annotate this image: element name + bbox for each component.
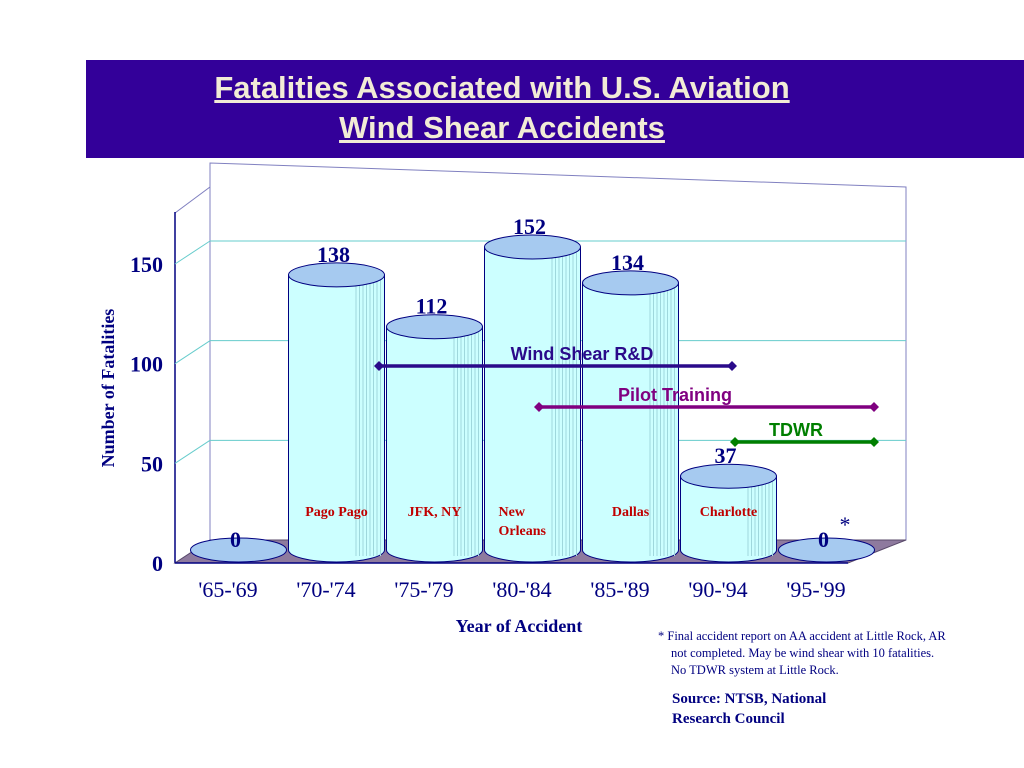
y-tick-label: 50 xyxy=(141,451,163,476)
bar-location-label: Charlotte xyxy=(700,505,758,520)
asterisk-marker: * xyxy=(840,512,851,537)
bar-top xyxy=(386,314,483,340)
program-label: TDWR xyxy=(769,420,823,440)
x-tick-label: '70-'74 xyxy=(296,577,355,602)
bar-3: 152 New Orleans xyxy=(484,214,581,563)
x-tick-label: '90-'94 xyxy=(688,577,747,602)
bar-location-label: New xyxy=(499,505,526,520)
program-lines: Wind Shear R&D Pilot Training TDWR xyxy=(374,344,879,447)
footnote-line-1: * Final accident report on AA accident a… xyxy=(658,629,946,643)
source-line-2: Research Council xyxy=(672,711,785,727)
bar-value-label: 134 xyxy=(611,250,644,275)
grid-line-diag xyxy=(174,439,211,464)
footnote: * Final accident report on AA accident a… xyxy=(658,628,1018,679)
program-label: Wind Shear R&D xyxy=(511,344,654,364)
y-tick-label: 100 xyxy=(130,352,163,377)
bar-location-label: JFK, NY xyxy=(408,505,462,520)
bar-top xyxy=(288,262,385,288)
grid-line-diag xyxy=(174,240,211,265)
bar-5: 37 Charlotte xyxy=(680,443,777,563)
source-note: Source: NTSB, National Research Council xyxy=(672,689,932,729)
bars-group: 0 138 Pago Pago 112 JFK, NY 152 New Orleans 134 D… xyxy=(190,214,875,563)
program-end-diamond xyxy=(869,402,879,412)
program-line-0: Wind Shear R&D xyxy=(374,344,737,371)
footnote-line-2: not completed. May be wind shear with 10… xyxy=(671,646,935,660)
y-tick-label: 150 xyxy=(130,252,163,277)
bar-value-label: 112 xyxy=(416,294,448,319)
left-wall xyxy=(174,186,211,564)
bar-value-label: 138 xyxy=(317,242,350,267)
bar-body xyxy=(288,274,385,563)
bar-0: 0 xyxy=(190,527,287,563)
bar-value-label: 0 xyxy=(230,527,241,552)
x-tick-label: '65-'69 xyxy=(198,577,257,602)
bar-body xyxy=(386,326,483,563)
y-tick-label: 0 xyxy=(152,551,163,576)
program-start-diamond xyxy=(374,361,384,371)
bar-6: 0 xyxy=(778,527,875,563)
slide-title: Fatalities Associated with U.S. Aviation… xyxy=(86,68,918,148)
program-line-2: TDWR xyxy=(730,420,879,447)
bar-1: 138 Pago Pago xyxy=(288,242,385,563)
bar-body xyxy=(680,475,777,563)
x-tick-label: '75-'79 xyxy=(394,577,453,602)
x-axis-title: Year of Accident xyxy=(456,616,583,636)
title-line-1: Fatalities Associated with U.S. Aviation xyxy=(214,70,790,105)
bar-value-label: 37 xyxy=(715,443,737,468)
chart-labels: 0 50 100 150 '65-'69 '70-'74 '75-'79 '80-'84 '85… xyxy=(98,252,846,636)
bar-location-label: Orleans xyxy=(499,524,547,539)
bar-2: 112 JFK, NY xyxy=(386,294,483,563)
program-end-diamond xyxy=(869,437,879,447)
source-line-1: Source: NTSB, National xyxy=(672,691,827,707)
bar-value-label: 0 xyxy=(818,527,829,552)
bar-location-label: Dallas xyxy=(612,505,650,520)
bar-location-label: Pago Pago xyxy=(305,505,368,520)
program-start-diamond xyxy=(534,402,544,412)
program-line-1: Pilot Training xyxy=(534,385,879,412)
x-tick-label: '80-'84 xyxy=(492,577,551,602)
title-line-2: Wind Shear Accidents xyxy=(339,110,665,145)
bar-4: 134 Dallas xyxy=(582,250,679,563)
program-end-diamond xyxy=(727,361,737,371)
bar-top xyxy=(778,537,875,563)
bar-value-label: 152 xyxy=(513,214,546,239)
bar-top xyxy=(582,270,679,296)
program-start-diamond xyxy=(730,437,740,447)
footnote-line-3: No TDWR system at Little Rock. xyxy=(671,663,839,677)
grid-line-diag xyxy=(174,340,211,365)
bar-top xyxy=(190,537,287,563)
bar-top xyxy=(484,234,581,260)
bar-body xyxy=(582,282,679,563)
title-banner xyxy=(86,60,1024,158)
bar-body xyxy=(484,246,581,563)
program-label: Pilot Training xyxy=(618,385,732,405)
x-tick-label: '95-'99 xyxy=(786,577,845,602)
y-axis-title: Number of Fatalities xyxy=(98,309,118,468)
x-tick-label: '85-'89 xyxy=(590,577,649,602)
bar-top xyxy=(680,463,777,489)
